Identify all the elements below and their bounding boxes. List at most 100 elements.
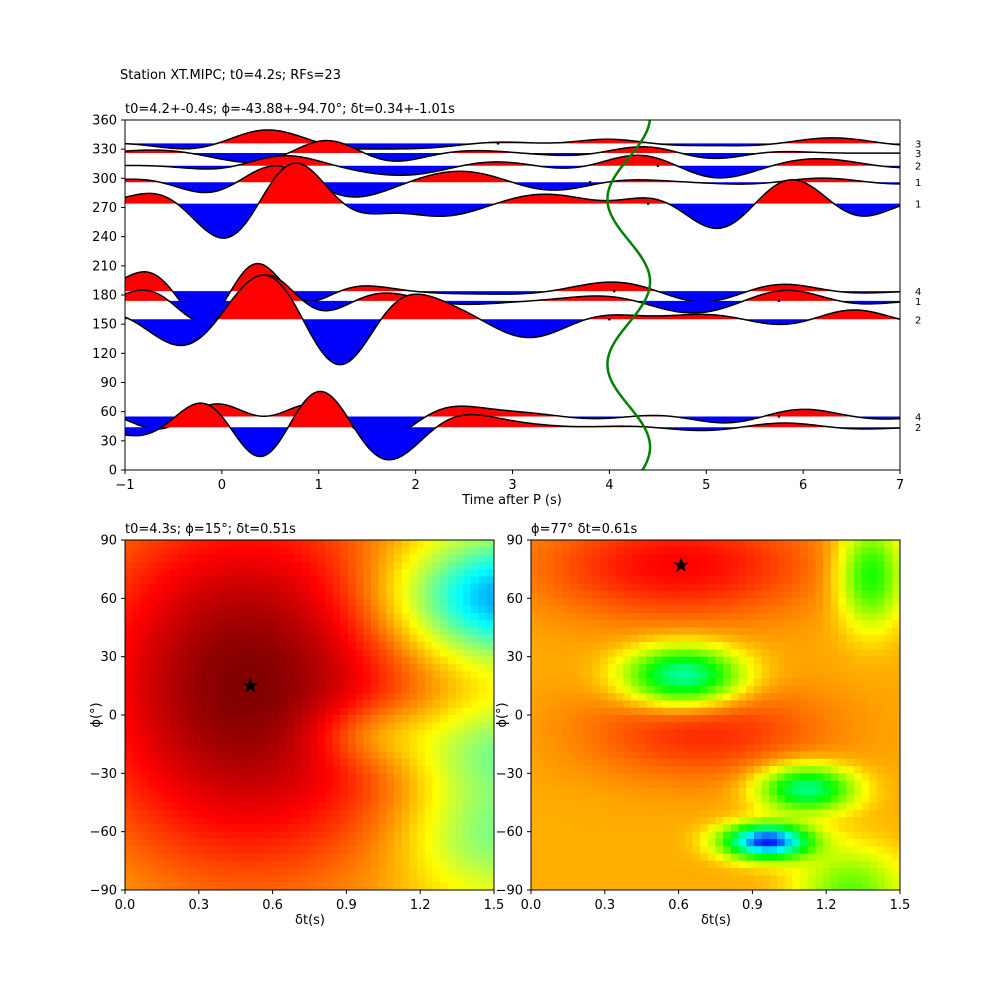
heatmap-cell [432,736,441,745]
heatmap-cell [661,678,670,687]
heatmap-cell [178,868,188,877]
heatmap-cell [592,663,601,672]
heatmap-cell [892,736,900,745]
heatmap-cell [884,540,893,548]
heatmap-cell [853,569,863,578]
heatmap-cell [255,569,264,578]
heatmap-cell [684,809,694,818]
heatmap-cell [201,612,211,621]
heatmap-cell [163,868,172,877]
heatmap-cell [463,853,472,862]
heatmap-cell [324,715,334,723]
heatmap-cell [654,838,663,847]
heatmap-cell [538,729,547,738]
heatmap-cell [424,831,434,840]
heatmap-cell [317,620,326,629]
heatmap-cell [232,700,241,709]
heatmap-cell [807,868,817,877]
heatmap-cell [486,758,494,767]
heatmap-cell [600,693,609,702]
heatmap-cell [401,627,411,636]
heatmap-cell [163,612,172,621]
heatmap-cell [777,751,786,760]
heatmap-cell [455,787,464,796]
heatmap-cell [569,751,578,760]
heatmap-cell [538,707,547,716]
heatmap-cell [209,671,218,680]
heatmap-cell [171,809,180,818]
heatmap-cell [432,678,441,687]
heatmap-cell [723,722,732,731]
heatmap-cell [577,612,586,621]
heatmap-cell [248,620,257,629]
heatmap-cell [684,758,694,767]
heatmap-cell [470,583,480,592]
heatmap-cell [654,722,663,731]
heatmap-cell [317,561,326,570]
heatmap-cell [554,780,563,789]
heatmap-cell [263,656,272,665]
heatmap-cell [278,802,288,811]
heatmap-cell [309,627,318,636]
heatmap-cell [409,722,418,731]
heatmap-cell [738,591,747,599]
heatmap-cell [861,627,870,636]
heatmap-cell [378,598,387,607]
heatmap-cell [815,656,824,665]
heatmap-cell [669,795,678,804]
heatmap-cell [125,620,134,629]
heatmap-cell [700,554,709,563]
heatmap-cell [294,846,303,855]
heatmap-cell [324,627,334,636]
heatmap-cell [201,780,211,789]
heatmap-cell [455,642,464,650]
heatmap-cell [554,547,563,556]
heatmap-cell [309,591,318,599]
heatmap-cell [378,817,387,825]
heatmap-cell [340,685,349,694]
heatmap-cell [171,569,180,578]
heatmap-cell [777,627,786,636]
heatmap-cell [440,744,449,753]
heatmap-cell [646,882,655,890]
heatmap-cell [463,817,472,825]
heatmap-cell [592,612,601,621]
heatmap-cell [830,620,840,629]
heatmap-cell [286,773,295,782]
heatmap-cell [255,700,264,709]
heatmap-cell [669,649,678,658]
heatmap-cell [546,554,555,563]
heatmap-cell [355,838,364,847]
heatmap-cell [394,838,403,847]
heatmap-cell [715,846,724,855]
heatmap-cell [823,634,832,643]
heatmap-cell [194,656,203,665]
heatmap-cell [869,547,878,556]
heatmap-cell [846,795,855,804]
heatmap-cell [892,715,900,723]
heatmap-cell [884,744,893,753]
heatmap-cell [784,700,793,709]
heatmap-cell [201,736,211,745]
heatmap-cell [347,605,357,614]
heatmap-cell [577,758,586,767]
heatmap-cell [684,561,694,570]
t0-curve-layer [606,120,652,470]
heatmap-cell [746,780,755,789]
heatmap-cell [546,868,555,877]
heatmap-cell [347,853,357,862]
heatmap-cell [478,583,487,592]
heatmap-cell [661,831,670,840]
heatmap-cell [470,620,480,629]
heatmap-cell [386,744,395,753]
heatmap-cell [800,685,809,694]
heatmap-cell [286,554,295,563]
heatmap-cell [846,744,855,753]
top-y-tick-label: 180 [92,289,117,304]
heatmap-cell [700,561,709,570]
heatmap-cell [186,817,195,825]
heatmap-cell [838,868,847,877]
heatmap-cell [186,634,195,643]
heatmap-cell [394,707,403,716]
heatmap-cell [730,838,740,847]
